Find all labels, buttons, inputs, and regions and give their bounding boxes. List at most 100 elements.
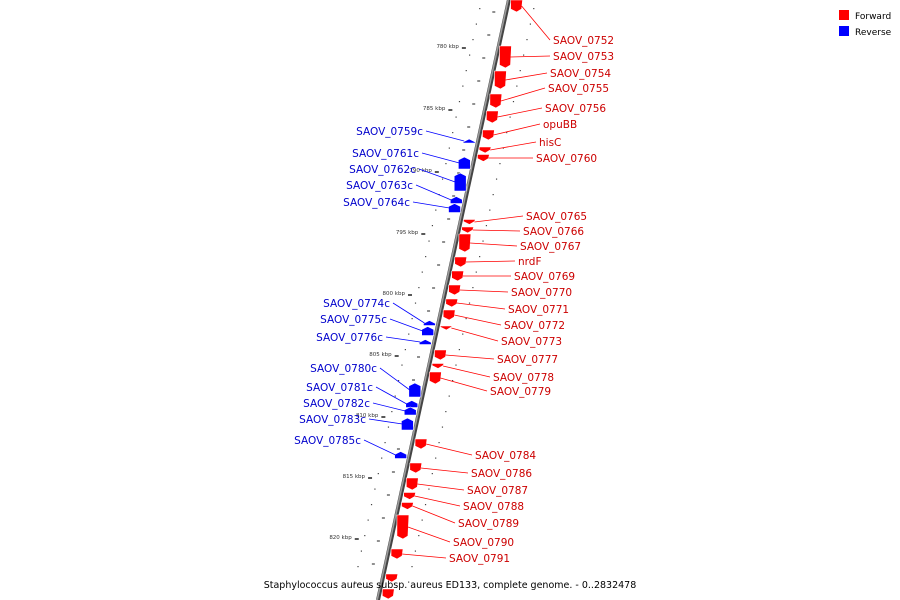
gene-label-opubb: opuBB — [543, 119, 577, 131]
label-leader — [451, 327, 499, 342]
gene-saov-0756[interactable] — [486, 110, 499, 124]
gene-saov-0789[interactable] — [401, 502, 414, 510]
track-dot — [495, 178, 498, 180]
gene-saov-0791[interactable] — [390, 548, 404, 560]
label-leader — [521, 5, 551, 41]
track-dot — [431, 225, 434, 227]
gene-label-saov-0785c: SAOV_0785c — [294, 435, 361, 447]
gene-saov-0790[interactable] — [396, 514, 410, 540]
gene-saov-0785c[interactable] — [394, 451, 407, 459]
gene-saov-0773[interactable] — [440, 325, 454, 331]
gene-label-saov-0756: SAOV_0756 — [545, 103, 606, 115]
gene-label-nrdf: nrdF — [518, 256, 542, 268]
gene-saov-0778[interactable] — [431, 363, 445, 369]
tick-label: 820 kbp — [329, 535, 352, 541]
label-leader — [385, 336, 421, 343]
gene-saov-0781c[interactable] — [405, 400, 419, 408]
gene-fragment[interactable] — [385, 573, 399, 583]
gene-saov-0775c[interactable] — [421, 326, 434, 336]
tick-label: 815 kbp — [343, 474, 366, 480]
gene-saov-0777[interactable] — [434, 349, 447, 361]
track-dot — [441, 426, 444, 428]
track-dot — [404, 349, 406, 351]
track-dot — [452, 380, 454, 382]
track-dot — [441, 178, 444, 180]
gene-saov-0770[interactable] — [448, 284, 461, 296]
label-leader — [490, 141, 537, 151]
gene-saov-0765[interactable] — [463, 219, 476, 225]
track-dot — [482, 240, 484, 242]
label-leader — [417, 483, 465, 491]
track-dot — [428, 240, 430, 242]
gene-saov-0783c[interactable] — [401, 417, 414, 431]
gene-saov-0759c[interactable] — [462, 138, 476, 144]
gene-label-saov-0762c: SAOV_0762c — [349, 164, 416, 176]
track-dot — [455, 116, 457, 118]
gene-saov-0764c[interactable] — [448, 203, 461, 213]
gene-label-saov-0791: SAOV_0791 — [449, 553, 510, 565]
tick-label: 790 kbp — [409, 168, 432, 174]
gene-label-saov-0764c: SAOV_0764c — [343, 197, 410, 209]
gene-saov-0779[interactable] — [429, 371, 442, 385]
gene-saov-0780c[interactable] — [408, 382, 422, 398]
gene-features[interactable] — [382, 0, 523, 600]
label-leader — [407, 526, 451, 543]
track-dot — [384, 442, 386, 444]
gene-saov-0766[interactable] — [461, 226, 475, 234]
tick-label: 795 kbp — [396, 230, 419, 236]
label-leader — [412, 201, 450, 209]
track-dot — [448, 147, 450, 149]
gene-saov-0755[interactable] — [489, 93, 503, 109]
gene-label-saov-0781c: SAOV_0781c — [306, 382, 373, 394]
gene-saov-0762c[interactable] — [453, 172, 467, 192]
track-dot — [445, 163, 447, 165]
genome-axis — [376, 0, 511, 600]
gene-saov-0787[interactable] — [406, 477, 419, 491]
track-dot — [468, 302, 471, 304]
gene-label-saov-0789: SAOV_0789 — [458, 518, 519, 530]
label-leader — [412, 505, 456, 524]
gene-saov-0769[interactable] — [451, 270, 465, 282]
gene-saov-0761c[interactable] — [458, 156, 471, 170]
gene-label-saov-0788: SAOV_0788 — [463, 501, 524, 513]
track-dot — [499, 163, 501, 165]
gene-fragment[interactable] — [382, 588, 395, 600]
label-leader — [414, 495, 461, 507]
track-dot — [462, 333, 464, 335]
gene-opubb[interactable] — [482, 129, 495, 141]
gene-saov-0771[interactable] — [445, 298, 459, 308]
track-dot — [381, 457, 383, 459]
gene-saov-0760[interactable] — [477, 154, 490, 162]
label-leader — [510, 55, 551, 58]
gene-saov-0767[interactable] — [458, 233, 472, 253]
track-dot — [475, 23, 477, 25]
track-dot — [533, 8, 535, 10]
track-dot — [435, 457, 437, 459]
track-dot — [421, 271, 423, 273]
gene-saov-0782c[interactable] — [403, 406, 417, 416]
track-dot — [411, 566, 413, 568]
gene-saov-0788[interactable] — [403, 492, 417, 500]
gene-saov-0786[interactable] — [409, 462, 423, 474]
gene-label-saov-0773: SAOV_0773 — [501, 336, 562, 348]
gene-saov-0774c[interactable] — [423, 320, 436, 326]
legend-forward-label: Forward — [855, 12, 891, 22]
gene-nrdf[interactable] — [454, 256, 468, 268]
gene-saov-0784[interactable] — [414, 438, 428, 450]
gene-label-saov-0752: SAOV_0752 — [553, 35, 614, 47]
gene-label-saov-0782c: SAOV_0782c — [303, 398, 370, 410]
gene-label-saov-0775c: SAOV_0775c — [320, 314, 387, 326]
gene-saov-0753[interactable] — [499, 45, 512, 69]
gene-label-saov-0761c: SAOV_0761c — [352, 148, 419, 160]
gene-saov-0752[interactable] — [510, 0, 523, 13]
gene-saov-0776c[interactable] — [418, 339, 432, 345]
track-dot — [370, 504, 373, 506]
gene-saov-0763c[interactable] — [449, 196, 463, 204]
gene-saov-0754[interactable] — [494, 70, 507, 90]
track-dot — [512, 101, 515, 103]
gene-hisc[interactable] — [478, 146, 492, 154]
label-leader — [425, 130, 465, 142]
track-dot — [387, 426, 390, 428]
gene-saov-0772[interactable] — [442, 309, 456, 321]
